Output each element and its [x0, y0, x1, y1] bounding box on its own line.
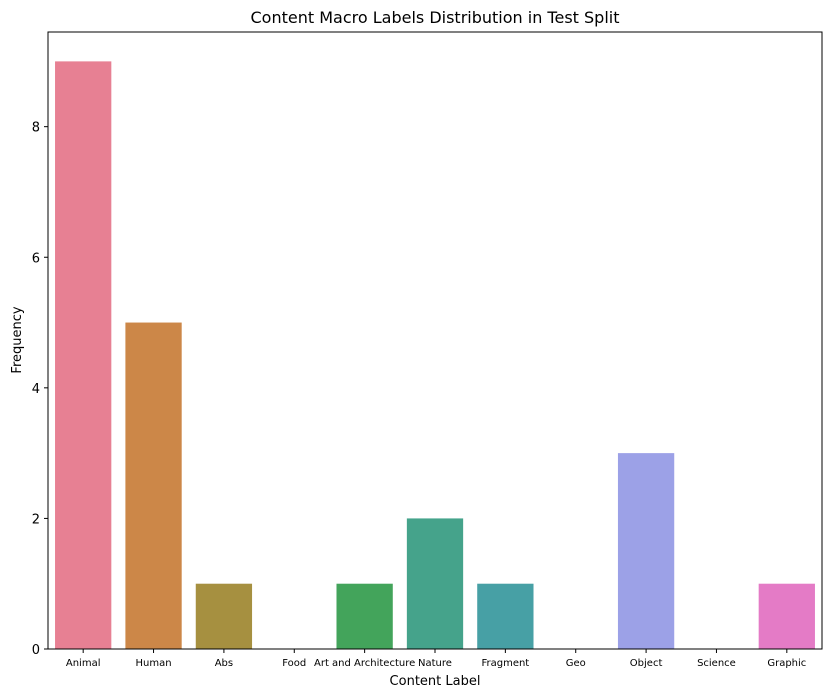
x-tick-label: Nature [418, 658, 452, 669]
x-tick-label: Object [630, 658, 663, 669]
bar-animal [55, 61, 112, 649]
bar-abs [195, 583, 253, 649]
x-tick-label: Food [282, 658, 306, 669]
x-tick-label: Abs [215, 658, 233, 669]
bar-nature [406, 518, 464, 649]
x-axis-ticks: Animal Human Abs Food Art and Architecture Na… [66, 649, 806, 669]
bar-art-and-architecture [336, 583, 393, 649]
bar-graphic [758, 583, 815, 649]
bar-object [617, 453, 675, 649]
y-tick-label: 6 [32, 251, 40, 266]
bar-fragment [477, 583, 534, 649]
x-tick-label: Graphic [767, 658, 806, 669]
y-tick-label: 8 [32, 121, 40, 136]
x-tick-label: Animal [66, 658, 101, 669]
plot-frame [47, 31, 823, 650]
x-axis-label: Content Label [390, 674, 481, 689]
y-axis-ticks: 0 2 4 6 8 [32, 121, 48, 658]
x-tick-label: Geo [566, 658, 586, 669]
y-tick-label: 2 [32, 512, 40, 527]
y-tick-label: 4 [32, 382, 40, 397]
x-tick-label: Fragment [481, 658, 529, 669]
y-tick-label: 0 [32, 643, 40, 658]
x-tick-label: Human [136, 658, 172, 669]
x-tick-label: Art and Architecture [314, 658, 415, 669]
x-tick-label: Science [697, 658, 736, 669]
chart-title: Content Macro Labels Distribution in Tes… [251, 8, 620, 27]
y-axis-label: Frequency [10, 306, 25, 373]
bars-group [55, 61, 815, 649]
bar-human [125, 322, 182, 649]
